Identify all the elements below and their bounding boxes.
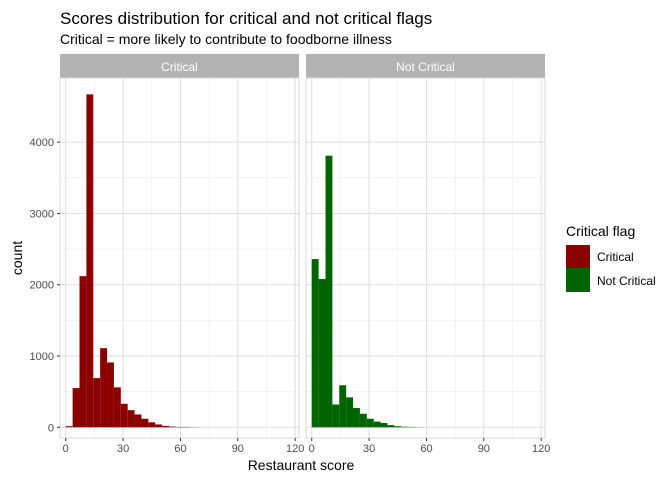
histogram-bar — [401, 426, 409, 428]
panel-background — [305, 77, 546, 439]
histogram-bar — [79, 276, 87, 428]
x-axis-ticks: 0 30 60 90 120 — [309, 438, 550, 455]
legend-label-critical: Critical — [597, 250, 634, 264]
x-tick-label: 0 — [309, 443, 315, 455]
gridlines — [306, 78, 545, 438]
histogram-bar — [120, 403, 128, 428]
histogram-bar — [346, 397, 354, 428]
strip-background — [306, 54, 545, 78]
histogram-bar — [394, 426, 402, 428]
histogram-bar — [318, 279, 326, 428]
histogram-bar — [373, 421, 381, 428]
y-tick-label: 3000 — [30, 208, 54, 220]
histogram-bar — [107, 362, 114, 428]
strip-label-critical: Critical — [161, 60, 198, 74]
panel-background — [59, 77, 300, 439]
x-axis-ticks: 0 30 60 90 120 — [63, 438, 304, 455]
y-axis-ticks: 0 1000 2000 3000 4000 — [30, 137, 60, 434]
histogram-bar — [366, 418, 374, 428]
x-axis-title: Restaurant score — [248, 457, 355, 473]
chart-title: Scores distribution for critical and not… — [60, 9, 432, 28]
x-tick-label: 60 — [420, 443, 432, 455]
histogram-bar — [148, 422, 156, 428]
legend-title: Critical flag — [566, 223, 635, 239]
histogram-bar — [311, 259, 319, 428]
legend-key-not-critical — [566, 268, 590, 292]
histogram-bar — [332, 404, 340, 428]
gridlines — [60, 78, 299, 438]
legend-key-critical — [566, 245, 590, 269]
y-tick-label: 0 — [48, 422, 54, 434]
x-tick-label: 90 — [232, 443, 244, 455]
x-tick-label: 90 — [478, 443, 490, 455]
histogram-bar — [387, 425, 395, 428]
strip-background — [60, 54, 299, 78]
histogram-bar — [353, 408, 360, 428]
histogram-bar — [127, 410, 135, 428]
histogram-bar — [339, 385, 347, 428]
x-tick-label: 30 — [117, 443, 129, 455]
x-tick-label: 0 — [63, 443, 69, 455]
histogram-bar — [93, 378, 101, 428]
histogram-bar — [380, 423, 388, 428]
histogram-bar — [100, 348, 108, 428]
histogram-bar — [113, 387, 121, 428]
histogram-bar — [168, 426, 176, 428]
strip-label-not-critical: Not Critical — [396, 60, 455, 74]
histogram-bar — [86, 94, 94, 428]
y-tick-label: 1000 — [30, 351, 54, 363]
chart-subtitle: Critical = more likely to contribute to … — [60, 31, 392, 47]
histogram-bar — [65, 426, 73, 428]
x-tick-label: 60 — [174, 443, 186, 455]
histogram-bar — [134, 414, 142, 428]
histogram-bar — [72, 388, 80, 428]
bars — [311, 155, 429, 428]
y-axis-title: count — [9, 241, 25, 275]
legend: Critical flag Critical Not Critical — [566, 223, 656, 292]
y-tick-label: 4000 — [30, 137, 54, 149]
legend-label-not-critical: Not Critical — [597, 274, 656, 288]
y-tick-label: 2000 — [30, 280, 54, 292]
x-tick-label: 120 — [532, 443, 550, 455]
bars — [65, 94, 204, 428]
x-tick-label: 120 — [286, 443, 304, 455]
x-tick-label: 30 — [363, 443, 375, 455]
facet-panel-not-critical: Not Critical 0 30 60 90 120 — [305, 54, 550, 455]
histogram-bar — [162, 425, 169, 428]
histogram-bar — [155, 424, 163, 428]
histogram-bar — [325, 155, 333, 428]
facet-panel-critical: Critical 0 30 60 90 120 — [59, 54, 304, 455]
histogram-bar — [359, 413, 367, 428]
histogram-bar — [141, 418, 149, 428]
